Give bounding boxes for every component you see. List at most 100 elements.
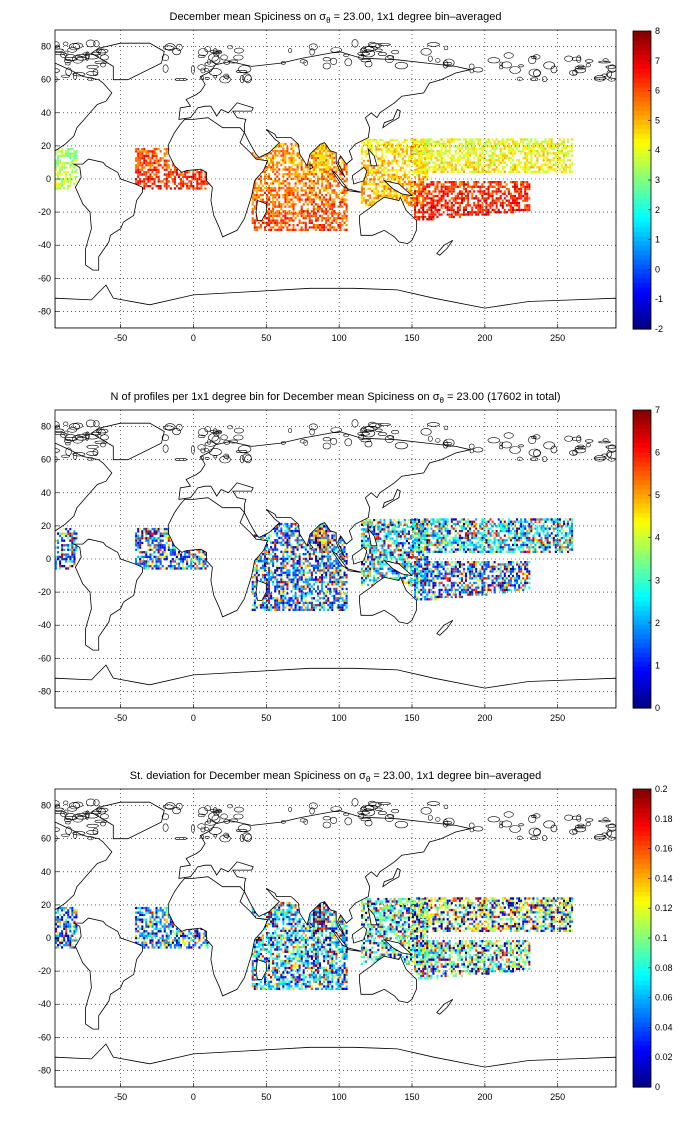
data-cell: [485, 140, 488, 143]
colorbar-step: [633, 296, 651, 302]
data-cell: [485, 187, 488, 191]
data-cell: [503, 161, 506, 164]
data-cell: [518, 149, 521, 153]
data-cell: [280, 576, 283, 579]
data-cell: [296, 546, 299, 549]
data-cell: [276, 214, 279, 218]
title-subscript: θ: [326, 16, 331, 25]
data-cell: [473, 168, 476, 171]
data-cell: [312, 161, 315, 164]
data-cell: [298, 173, 301, 176]
data-cell: [331, 198, 334, 201]
data-cell: [55, 152, 58, 155]
data-cell: [438, 199, 441, 202]
data-cell: [286, 548, 289, 551]
data-cell: [448, 152, 451, 155]
colorbar-step: [633, 124, 651, 130]
data-cell: [499, 183, 502, 186]
data-cell: [190, 553, 193, 556]
data-cell: [333, 189, 336, 192]
data-cell: [300, 210, 303, 213]
data-cell: [270, 578, 273, 581]
data-cell: [290, 606, 293, 609]
data-cell: [379, 185, 382, 188]
data-cell: [315, 193, 318, 197]
data-cell: [571, 145, 574, 148]
data-cell: [454, 168, 457, 171]
data-cell: [407, 145, 410, 149]
data-cell: [321, 198, 324, 201]
data-cell: [483, 154, 486, 157]
data-cell: [159, 185, 162, 188]
data-cell: [270, 592, 273, 595]
data-cell: [157, 560, 160, 563]
data-cell: [302, 221, 305, 225]
data-cell: [520, 152, 523, 155]
data-cell: [501, 140, 504, 143]
island: [518, 64, 524, 68]
data-cell: [331, 191, 334, 194]
data-cell: [509, 181, 512, 184]
data-cell: [290, 186, 293, 190]
data-cell: [512, 194, 515, 198]
data-cell: [155, 548, 158, 552]
data-cell: [337, 212, 340, 215]
data-cell: [522, 142, 525, 146]
data-cell: [473, 147, 476, 150]
data-cell: [153, 154, 156, 158]
data-cell: [135, 168, 138, 172]
data-cell: [393, 176, 396, 179]
data-cell: [257, 226, 260, 229]
data-cell: [268, 166, 271, 169]
data-cell: [387, 173, 390, 177]
data-cell: [440, 154, 443, 157]
data-cell: [471, 208, 474, 212]
data-cell: [261, 193, 264, 197]
data-cell: [184, 555, 187, 559]
data-cell: [416, 183, 419, 186]
data-cell: [509, 147, 512, 150]
data-cell: [323, 196, 326, 199]
data-cell: [420, 206, 423, 209]
data-cell: [548, 140, 551, 143]
data-cell: [163, 555, 166, 559]
data-cell: [456, 152, 459, 155]
data-cell: [446, 166, 449, 169]
data-cell: [420, 181, 423, 184]
data-cell: [204, 553, 207, 556]
data-cell: [444, 201, 447, 205]
data-cell: [491, 194, 494, 198]
data-cell: [456, 194, 459, 198]
data-cell: [477, 197, 480, 200]
data-cell: [550, 159, 553, 162]
data-cell: [69, 185, 72, 188]
data-cell: [389, 169, 392, 172]
data-cell: [418, 161, 421, 164]
data-cell: [294, 576, 297, 579]
data-cell: [143, 530, 146, 533]
data-cell: [163, 178, 166, 181]
data-cell: [278, 606, 281, 609]
data-cell: [153, 182, 156, 185]
data-cell: [410, 192, 413, 195]
data-cell: [483, 147, 486, 150]
data-cell: [505, 156, 508, 160]
data-cell: [63, 558, 66, 561]
data-cell: [528, 204, 531, 207]
data-cell: [520, 149, 523, 153]
data-cell: [161, 551, 164, 554]
data-cell: [290, 219, 293, 222]
data-cell: [157, 178, 160, 181]
data-cell: [171, 544, 174, 547]
data-cell: [161, 166, 164, 169]
data-cell: [512, 147, 515, 150]
data-cell: [327, 186, 330, 190]
data-cell: [410, 183, 413, 186]
data-cell: [420, 201, 423, 204]
data-cell: [369, 203, 372, 207]
data-cell: [163, 567, 166, 570]
data-cell: [286, 571, 289, 574]
data-cell: [294, 154, 297, 157]
data-cell: [274, 152, 277, 155]
data-cell: [530, 163, 533, 167]
